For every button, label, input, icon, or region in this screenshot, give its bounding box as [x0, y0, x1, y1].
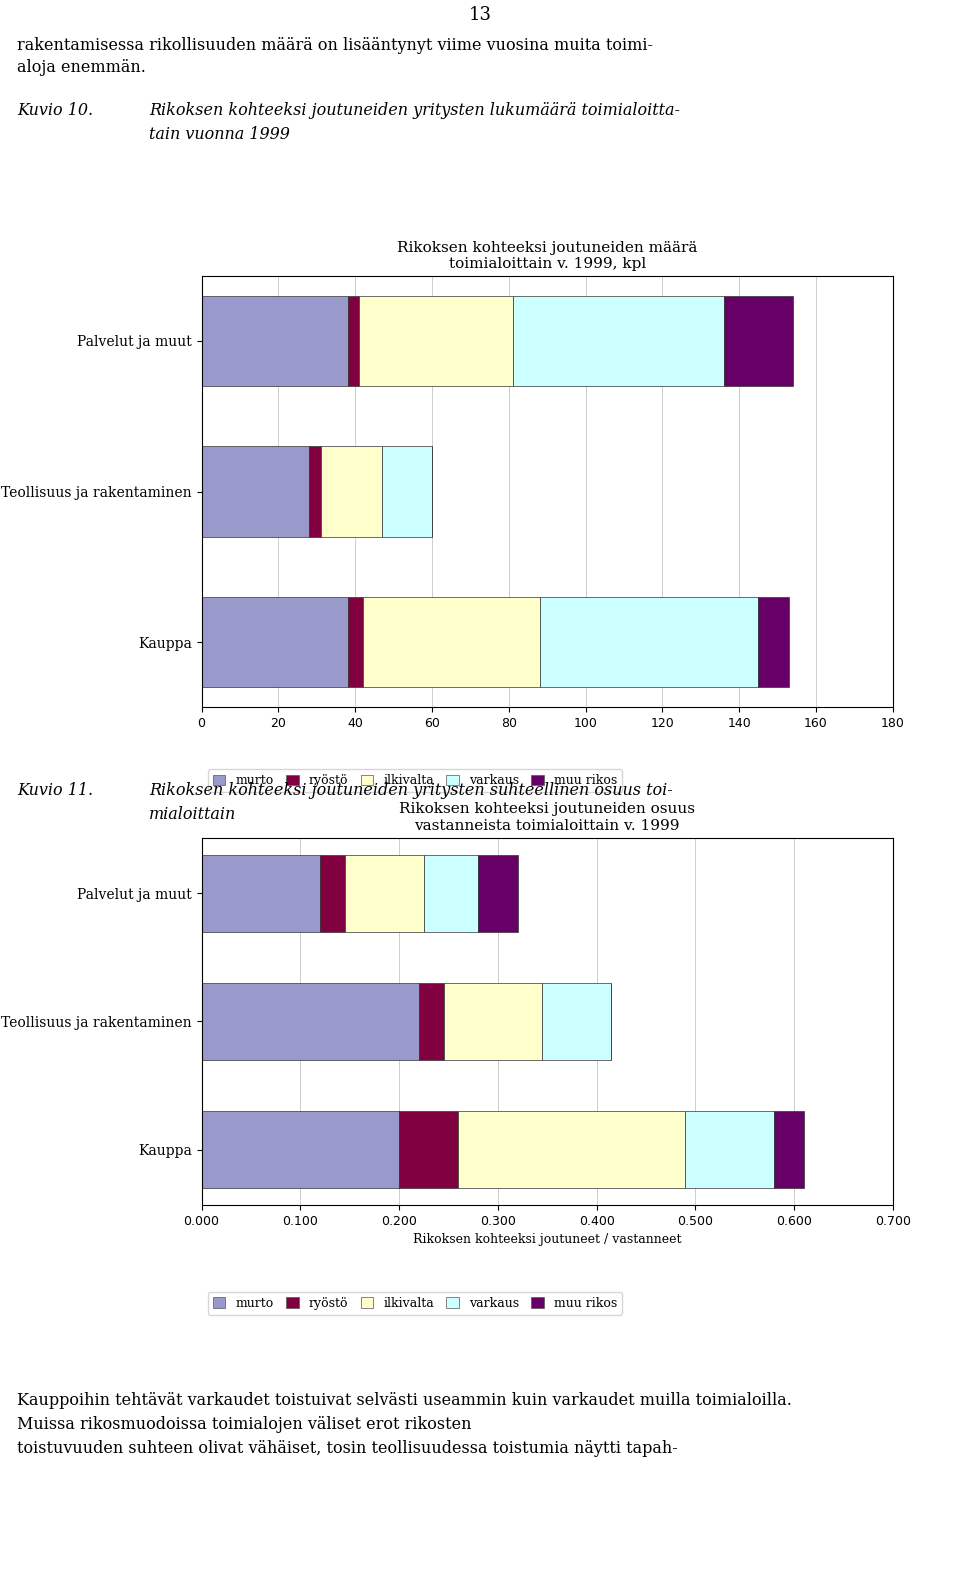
Text: mialoittain: mialoittain [149, 806, 236, 824]
Bar [345, 854, 423, 932]
Bar [758, 597, 789, 688]
Bar [202, 1111, 399, 1189]
Bar [775, 1111, 804, 1189]
Text: Kauppoihin tehtävät varkaudet toistuivat selvästi useammin kuin varkaudet muilla: Kauppoihin tehtävät varkaudet toistuivat… [17, 1392, 792, 1409]
Bar [724, 295, 793, 386]
Title: Rikoksen kohteeksi joutuneiden määrä
toimialoittain v. 1999, kpl: Rikoksen kohteeksi joutuneiden määrä toi… [397, 241, 697, 271]
Bar [348, 295, 359, 386]
Text: rakentamisessa rikollisuuden määrä on lisääntynyt viime vuosina muita toimi-: rakentamisessa rikollisuuden määrä on li… [17, 37, 653, 54]
Bar [321, 447, 382, 536]
Legend: murto, ryöstö, ilkivalta, varkaus, muu rikos: murto, ryöstö, ilkivalta, varkaus, muu r… [208, 769, 622, 792]
Bar [359, 295, 513, 386]
Text: Kuvio 10.: Kuvio 10. [17, 102, 93, 120]
Text: Rikoksen kohteeksi joutuneiden yritysten lukumäärä toimialoitta-: Rikoksen kohteeksi joutuneiden yritysten… [149, 102, 680, 120]
Bar [542, 983, 612, 1060]
Text: 13: 13 [468, 6, 492, 24]
Title: Rikoksen kohteeksi joutuneiden osuus
vastanneista toimialoittain v. 1999: Rikoksen kohteeksi joutuneiden osuus vas… [399, 803, 695, 833]
Bar [202, 854, 320, 932]
Text: tain vuonna 1999: tain vuonna 1999 [149, 126, 290, 144]
Bar [540, 597, 758, 688]
Text: toistuvuuden suhteen olivat vähäiset, tosin teollisuudessa toistumia näytti tapa: toistuvuuden suhteen olivat vähäiset, to… [17, 1440, 678, 1457]
Text: Rikoksen kohteeksi joutuneiden yritysten suhteellinen osuus toi-: Rikoksen kohteeksi joutuneiden yritysten… [149, 782, 672, 800]
Bar [202, 295, 348, 386]
Bar [382, 447, 432, 536]
Legend: murto, ryöstö, ilkivalta, varkaus, muu rikos: murto, ryöstö, ilkivalta, varkaus, muu r… [208, 1293, 622, 1315]
Bar [202, 447, 309, 536]
Bar [363, 597, 540, 688]
Bar [458, 1111, 685, 1189]
Bar [399, 1111, 458, 1189]
Text: Muissa rikosmuodoissa toimialojen väliset erot rikosten: Muissa rikosmuodoissa toimialojen välise… [17, 1416, 471, 1433]
Bar [478, 854, 517, 932]
Text: Kuvio 11.: Kuvio 11. [17, 782, 93, 800]
Bar [419, 983, 444, 1060]
Bar [513, 295, 724, 386]
Bar [423, 854, 478, 932]
Bar [685, 1111, 775, 1189]
Bar [444, 983, 542, 1060]
Bar [309, 447, 321, 536]
Text: aloja enemmän.: aloja enemmän. [17, 59, 146, 77]
Bar [320, 854, 345, 932]
Bar [202, 597, 348, 688]
Bar [348, 597, 363, 688]
Bar [202, 983, 419, 1060]
X-axis label: Rikoksen kohteeksi joutuneet / vastanneet: Rikoksen kohteeksi joutuneet / vastannee… [413, 1234, 682, 1246]
